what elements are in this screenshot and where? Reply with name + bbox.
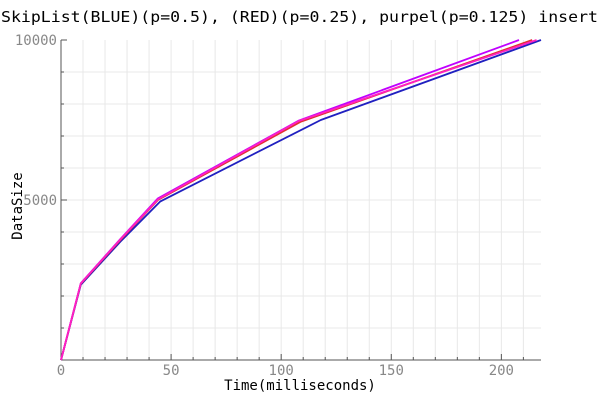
y-tick-label: 5000 (23, 193, 57, 209)
y-axis-title: DataSize (10, 172, 26, 239)
series-layer (60, 39, 542, 361)
axis-layer (60, 39, 541, 361)
x-axis-title: Time(milliseconds) (224, 378, 376, 394)
tick-label-layer: 0 50 100 150 200 5000 10000 (15, 33, 514, 379)
x-tick-label: 0 (57, 363, 65, 379)
x-tick-label: 200 (489, 363, 514, 379)
y-tick-label: 10000 (15, 33, 57, 49)
x-tick-label: 100 (269, 363, 294, 379)
grid-layer (61, 40, 541, 360)
x-tick-label: 50 (163, 363, 180, 379)
series-line-4 (60, 39, 537, 361)
x-tick-label: 150 (379, 363, 404, 379)
chart-title: SkipList(BLUE)(p=0.5), (RED)(p=0.25), pu… (1, 8, 598, 26)
